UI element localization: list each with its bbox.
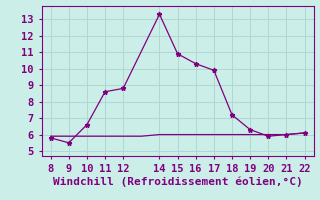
X-axis label: Windchill (Refroidissement éolien,°C): Windchill (Refroidissement éolien,°C) — [53, 176, 302, 187]
